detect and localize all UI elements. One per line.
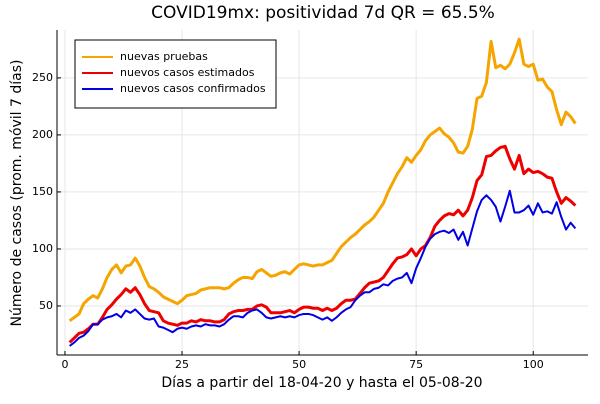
legend-label: nuevos casos estimados: [120, 66, 255, 79]
y-tick-label: 150: [32, 185, 53, 198]
grid: 50 100 150 200 250 0 25 50 75 100: [32, 30, 588, 371]
chart-title: COVID19mx: positividad 7d QR = 65.5%: [151, 3, 495, 23]
x-tick-label: 0: [61, 358, 68, 371]
x-tick-label: 25: [175, 358, 189, 371]
series-line: [69, 189, 577, 347]
series-line: [68, 37, 577, 323]
x-tick-label: 75: [409, 358, 423, 371]
y-tick-label: 100: [32, 242, 53, 255]
x-tick-label: 50: [292, 358, 306, 371]
y-axis-label: Número de casos (prom. móvil 7 días): [9, 60, 25, 327]
y-tick-label: 200: [32, 128, 53, 141]
y-tick-label: 250: [32, 71, 53, 84]
legend: nuevas pruebas nuevos casos estimados nuev…: [82, 50, 266, 95]
lines: [68, 37, 577, 347]
x-axis-label: Días a partir del 18-04-20 y hasta el 05…: [161, 375, 482, 391]
legend-label: nuevas pruebas: [120, 50, 208, 63]
x-tick-label: 100: [523, 358, 544, 371]
series-line: [68, 144, 577, 344]
legend-label: nuevos casos confirmados: [120, 82, 266, 95]
y-tick-label: 50: [39, 299, 53, 312]
